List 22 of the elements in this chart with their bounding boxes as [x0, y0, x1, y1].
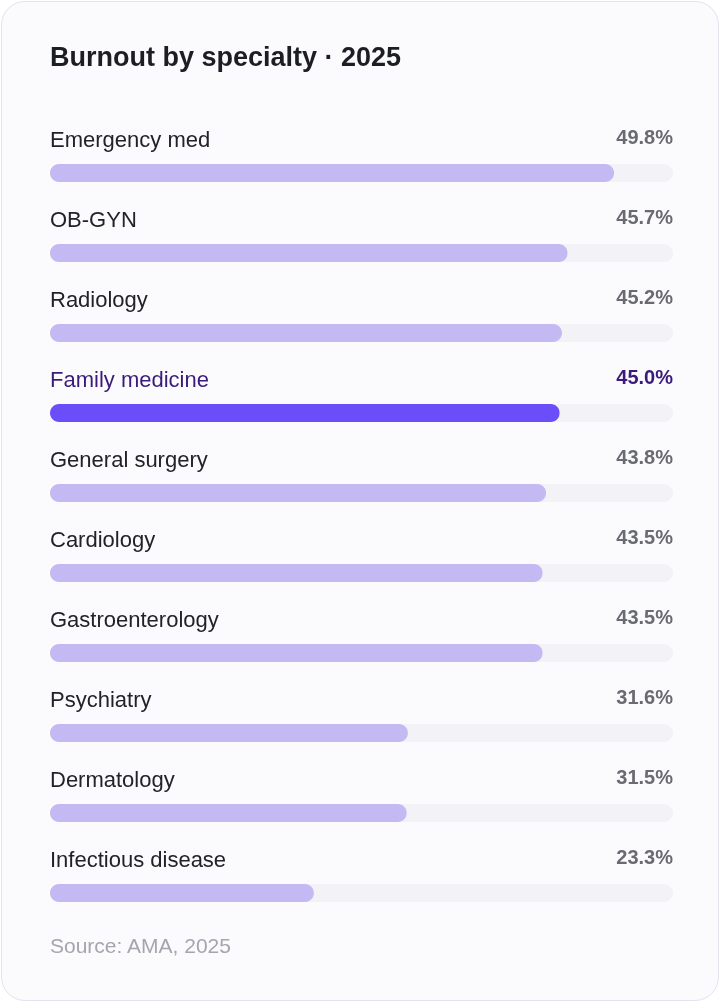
y-tick-label: Family medicine	[50, 367, 209, 392]
y-tick-label: Cardiology	[50, 527, 156, 552]
data-label: 49.8%	[616, 126, 674, 148]
data-label: 43.8%	[616, 446, 674, 468]
data-label: 43.5%	[616, 526, 674, 548]
data-label: 45.0%	[616, 366, 674, 388]
data-label: 45.2%	[616, 286, 674, 308]
data-label: 31.5%	[616, 766, 674, 788]
y-tick-label: Radiology	[50, 287, 148, 312]
data-label: 45.7%	[616, 206, 674, 228]
data-label: 23.3%	[616, 846, 674, 868]
y-tick-label: Infectious disease	[50, 847, 227, 872]
y-tick-label: Dermatology	[50, 767, 175, 792]
y-tick-label: Gastroenterology	[50, 607, 219, 632]
data-label: 43.5%	[616, 606, 674, 628]
chart-title: Burnout by specialty · 2025	[50, 42, 402, 73]
y-tick-label: Emergency med	[50, 127, 211, 152]
y-tick-label: General surgery	[50, 447, 208, 472]
data-label: 31.6%	[616, 686, 674, 708]
source-note: Source: AMA, 2025	[50, 934, 231, 958]
y-tick-label: Psychiatry	[50, 687, 152, 712]
y-tick-label: OB-GYN	[50, 207, 137, 232]
